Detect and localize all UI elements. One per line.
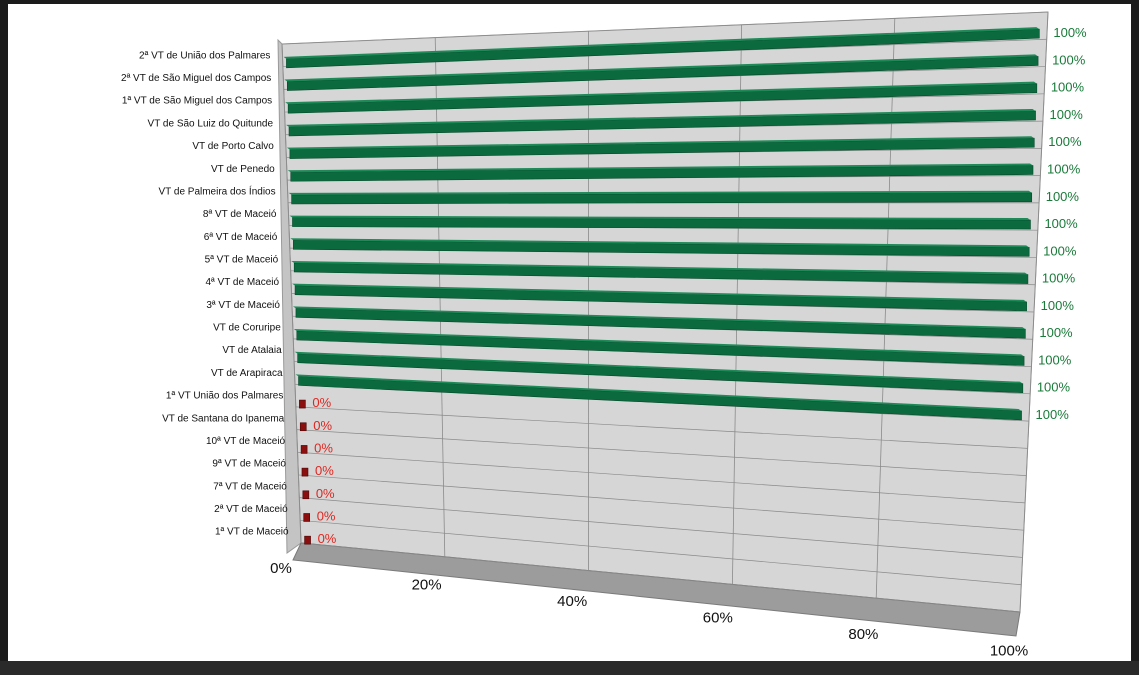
- bar-top-face: [290, 238, 1030, 248]
- category-label: VT de Penedo: [211, 164, 275, 175]
- bar-value-label: 100%: [1036, 407, 1070, 422]
- bar-top-face: [295, 374, 1022, 411]
- category-label: 9ª VT de Maceió: [212, 459, 286, 470]
- bar-value-label: 100%: [1041, 298, 1075, 313]
- category-label: 1ª VT União dos Palmares: [166, 391, 283, 402]
- bar: [289, 137, 1035, 159]
- category-label: VT de Atalaia: [222, 345, 282, 356]
- value-labels: 100% 100% 100% 100% 100% 100% 100% 100% 100% 100%…: [312, 25, 1087, 546]
- bar-top-face: [293, 329, 1025, 357]
- category-label: 10ª VT de Maceió: [206, 436, 286, 447]
- bar-value-label: 0%: [317, 508, 336, 523]
- category-label: 5ª VT de Maceió: [205, 254, 279, 265]
- frame-border-left: [0, 0, 8, 675]
- category-label: 1ª VT de Maceió: [215, 527, 289, 538]
- horizontal-gridline: [298, 474, 1024, 531]
- bar: [299, 422, 307, 432]
- bar: [299, 399, 306, 409]
- chart-bars: [283, 27, 1040, 545]
- bar-value-label: 100%: [1042, 271, 1076, 286]
- bar-value-label: 0%: [316, 486, 335, 501]
- bar-value-label: 0%: [315, 463, 334, 478]
- x-tick-label: 0%: [270, 560, 292, 577]
- frame-border-right: [1131, 0, 1139, 675]
- category-label: VT de Coruripe: [213, 323, 281, 334]
- x-tick-label: 20%: [412, 577, 442, 594]
- frame-border-bottom: [0, 661, 1139, 675]
- bar-top-face: [286, 136, 1035, 150]
- bar-value-label: 100%: [1047, 162, 1081, 177]
- bar-value-label: 100%: [1046, 189, 1080, 204]
- bar: [288, 110, 1036, 137]
- bar-value-label: 0%: [314, 440, 333, 455]
- bar: [286, 28, 1040, 69]
- bar-value-label: 100%: [1043, 243, 1077, 258]
- category-label: VT de Palmeira dos Índios: [159, 184, 276, 197]
- bar-value-label: 100%: [1053, 25, 1087, 40]
- category-label: VT de Arapiraca: [211, 368, 283, 379]
- x-tick-label: 60%: [703, 610, 733, 627]
- category-label: 4ª VT de Maceió: [206, 277, 280, 288]
- bar: [301, 467, 309, 477]
- bar-value-label: 100%: [1050, 107, 1084, 122]
- bar-value-label: 100%: [1044, 216, 1078, 231]
- horizontal-gridline: [300, 542, 1021, 613]
- bar-top-face: [292, 306, 1026, 330]
- category-label: 7ª VT de Maceió: [213, 481, 287, 492]
- category-label: 2ª VT de Maceió: [214, 504, 288, 515]
- bar-value-label: 0%: [313, 418, 332, 433]
- bar-top-face: [289, 215, 1031, 221]
- bar-value-label: 100%: [1038, 352, 1072, 367]
- frame-border-top: [0, 0, 1139, 4]
- bar-top-face: [283, 27, 1040, 59]
- bar: [302, 490, 310, 500]
- bar-top-face: [294, 351, 1023, 384]
- category-label: 6ª VT de Maceió: [204, 232, 278, 243]
- bar: [300, 445, 308, 454]
- bar: [287, 83, 1038, 114]
- bar-top-face: [292, 283, 1027, 302]
- bar: [304, 535, 311, 545]
- bar: [286, 56, 1039, 91]
- horizontal-gridline: [296, 429, 1027, 476]
- bar: [294, 285, 1027, 312]
- horizontal-gridline: [299, 497, 1023, 558]
- bar-value-label: 100%: [1037, 380, 1071, 395]
- x-tick-label: 80%: [848, 626, 878, 643]
- category-label: 8ª VT de Maceió: [203, 209, 277, 220]
- horizontal-gridline: [281, 11, 1049, 45]
- category-labels: 2ª VT de União dos Palmares 2ª VT de São …: [121, 50, 289, 537]
- bar-top-face: [286, 108, 1036, 127]
- bar: [303, 513, 311, 522]
- category-label: 2ª VT de São Miguel dos Campos: [121, 73, 271, 84]
- bar-top-face: [288, 190, 1032, 195]
- category-label: 3ª VT de Maceió: [206, 300, 280, 311]
- bar-top-face: [284, 54, 1039, 82]
- bar-value-label: 100%: [1051, 80, 1085, 95]
- bar-value-label: 0%: [312, 395, 331, 410]
- category-label: 1ª VT de São Miguel dos Campos: [122, 96, 272, 107]
- horizontal-gridline: [297, 451, 1026, 504]
- bar-top-face: [291, 260, 1028, 275]
- bar-value-label: 100%: [1052, 52, 1086, 67]
- category-label: VT de Santana do Ipanema: [162, 413, 285, 424]
- bar-top-face: [287, 163, 1033, 173]
- x-axis-tick-labels: 0% 20% 40% 60% 80% 100%: [270, 560, 1028, 660]
- horizontal-gridline: [295, 406, 1028, 449]
- bar-value-label: 100%: [1048, 134, 1082, 149]
- bar-value-label: 100%: [1039, 325, 1073, 340]
- horizontal-gridline: [300, 519, 1022, 586]
- bar-value-label: 0%: [318, 531, 337, 546]
- x-tick-label: 100%: [990, 643, 1028, 660]
- bar: [293, 262, 1029, 284]
- category-label: 2ª VT de União dos Palmares: [139, 50, 270, 61]
- bar-top-face: [285, 81, 1037, 105]
- x-tick-label: 40%: [557, 593, 587, 610]
- category-label: VT de Porto Calvo: [192, 141, 274, 152]
- category-label: VT de São Luiz do Quitunde: [148, 118, 274, 129]
